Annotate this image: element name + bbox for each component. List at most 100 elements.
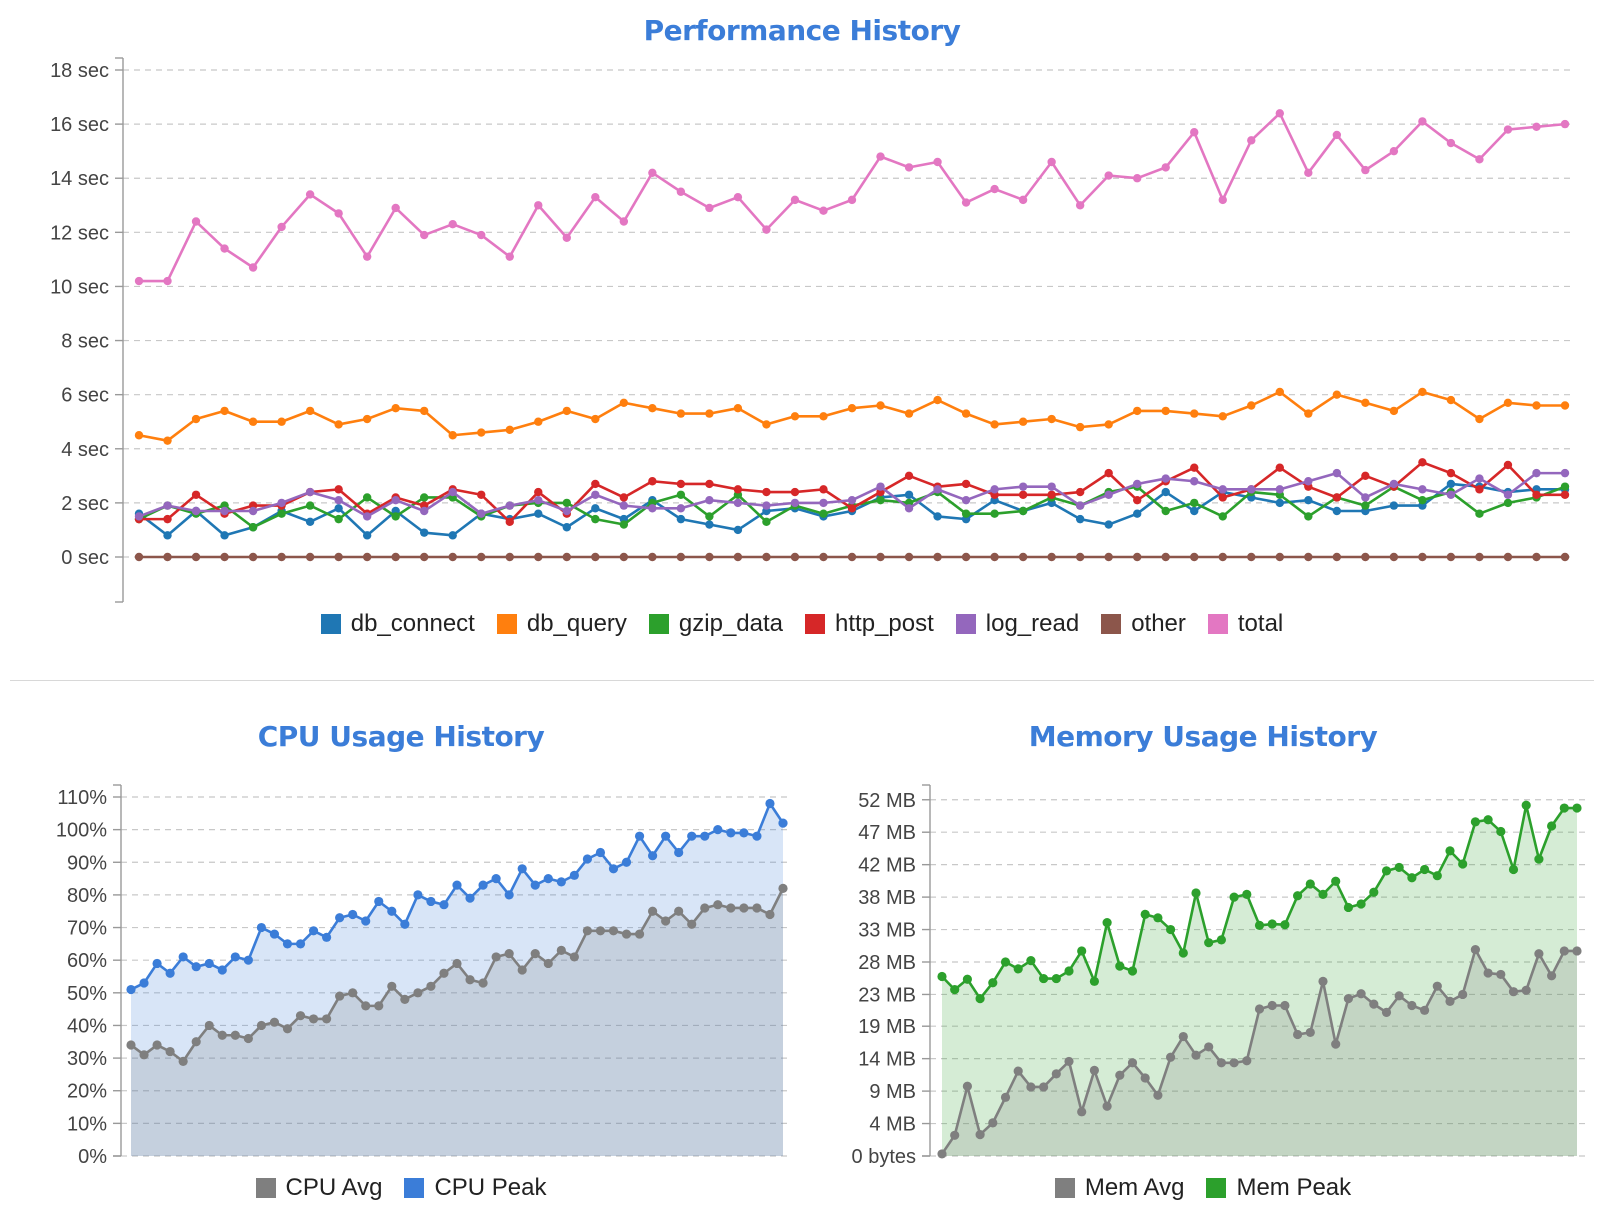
data-point-total (676, 187, 686, 196)
data-point-mem-peak (1051, 973, 1061, 984)
data-point-mem-peak (1204, 938, 1214, 948)
legend-label: CPU Avg (285, 1174, 383, 1201)
legend-item-http-post: http_post (805, 610, 934, 638)
data-point-cpu-avg (269, 1017, 280, 1027)
data-point-db-query (705, 409, 714, 418)
y-tick-label: 70% (67, 918, 107, 940)
data-point-gzip-data (305, 501, 315, 510)
data-point-gzip-data (391, 512, 400, 521)
data-point-log-read (1247, 485, 1256, 494)
data-point-other (477, 552, 486, 562)
legend-label: db_query (526, 610, 627, 637)
data-point-http-post (1075, 487, 1085, 497)
data-point-http-post (733, 485, 743, 494)
data-point-mem-avg (1293, 1029, 1303, 1040)
data-point-db-query (505, 425, 514, 435)
data-point-total (733, 192, 743, 202)
legend-item-gzip-data: gzip_data (648, 610, 783, 638)
data-point-db-connect (591, 504, 600, 513)
data-point-mem-peak (1559, 803, 1569, 813)
data-point-cpu-avg (582, 926, 593, 936)
data-point-mem-avg (1420, 1005, 1430, 1015)
data-point-other (248, 552, 258, 562)
data-point-http-post (1332, 493, 1342, 502)
legend-swatch (1054, 1178, 1075, 1198)
data-point-other (762, 552, 771, 562)
data-point-mem-peak (1102, 918, 1112, 928)
data-point-other (305, 552, 315, 562)
data-point-mem-peak (1356, 899, 1366, 909)
data-point-gzip-data (277, 509, 286, 518)
data-point-other (591, 552, 600, 562)
data-point-mem-peak (1508, 864, 1519, 875)
data-point-http-post (591, 479, 600, 489)
data-point-mem-avg (975, 1129, 985, 1140)
data-point-total (904, 163, 914, 172)
data-point-db-query (904, 409, 914, 418)
data-point-cpu-avg (739, 903, 749, 913)
data-point-log-read (990, 485, 999, 494)
data-point-mem-peak (988, 978, 998, 988)
y-tick-label: 10% (67, 1113, 107, 1135)
data-point-cpu-peak (191, 962, 201, 972)
data-point-db-query (591, 414, 600, 424)
data-point-db-query (847, 403, 857, 413)
data-point-log-read (1218, 485, 1227, 494)
data-point-other (163, 552, 172, 562)
data-point-log-read (305, 487, 315, 497)
data-point-total (534, 201, 543, 210)
data-point-log-read (1133, 479, 1142, 489)
legend-label: total (1237, 610, 1284, 637)
data-point-db-connect (420, 528, 429, 537)
data-point-cpu-avg (152, 1040, 162, 1050)
data-point-http-post (1446, 468, 1456, 478)
data-point-cpu-avg (426, 981, 436, 991)
data-point-mem-avg (1343, 993, 1353, 1004)
data-point-db-query (1332, 390, 1342, 399)
section-divider (10, 680, 1594, 681)
y-tick-label: 47 MB (858, 822, 916, 844)
data-point-total (334, 209, 343, 218)
data-point-mem-avg (1051, 1069, 1061, 1079)
data-point-http-post (1532, 490, 1541, 499)
data-point-total (1075, 201, 1085, 210)
data-point-http-post (1218, 493, 1227, 502)
data-point-db-connect (1104, 520, 1113, 529)
data-point-mem-peak (1407, 873, 1417, 883)
data-point-db-query (876, 401, 885, 410)
cpu-legend: CPU Avg CPU Peak (0, 1174, 802, 1202)
cpu-chart-title: CPU Usage History (257, 720, 545, 753)
data-point-db-query (676, 409, 686, 418)
data-point-db-query (1304, 409, 1313, 418)
data-point-other (1133, 552, 1142, 562)
legend-swatch (255, 1178, 276, 1198)
data-point-total (1503, 125, 1513, 134)
data-point-mem-avg (1331, 1039, 1341, 1049)
data-point-mem-avg (1229, 1058, 1239, 1068)
data-point-other (191, 552, 201, 562)
data-point-db-query (1532, 401, 1541, 410)
data-point-db-query (420, 406, 429, 416)
data-point-cpu-peak (413, 890, 423, 900)
data-point-cpu-avg (295, 1011, 306, 1021)
data-point-log-read (420, 506, 429, 516)
data-point-other (790, 552, 800, 562)
data-point-mem-avg (1521, 985, 1531, 995)
data-point-log-read (448, 487, 457, 497)
data-point-log-read (1275, 485, 1285, 494)
data-point-log-read (961, 495, 971, 505)
data-point-log-read (562, 506, 571, 516)
legend-label: db_connect (350, 610, 475, 637)
data-point-gzip-data (1161, 506, 1170, 516)
data-point-log-read (134, 512, 144, 521)
data-point-cpu-peak (713, 825, 723, 835)
data-point-total (191, 217, 201, 226)
legend-label: Mem Peak (1236, 1174, 1352, 1201)
data-point-cpu-avg (413, 988, 423, 998)
data-point-mem-peak (1496, 826, 1506, 837)
data-point-cpu-avg (530, 949, 540, 959)
data-point-mem-peak (1140, 909, 1150, 919)
data-point-total (1418, 117, 1427, 126)
data-point-http-post (1560, 490, 1570, 499)
data-point-log-read (1503, 490, 1513, 499)
